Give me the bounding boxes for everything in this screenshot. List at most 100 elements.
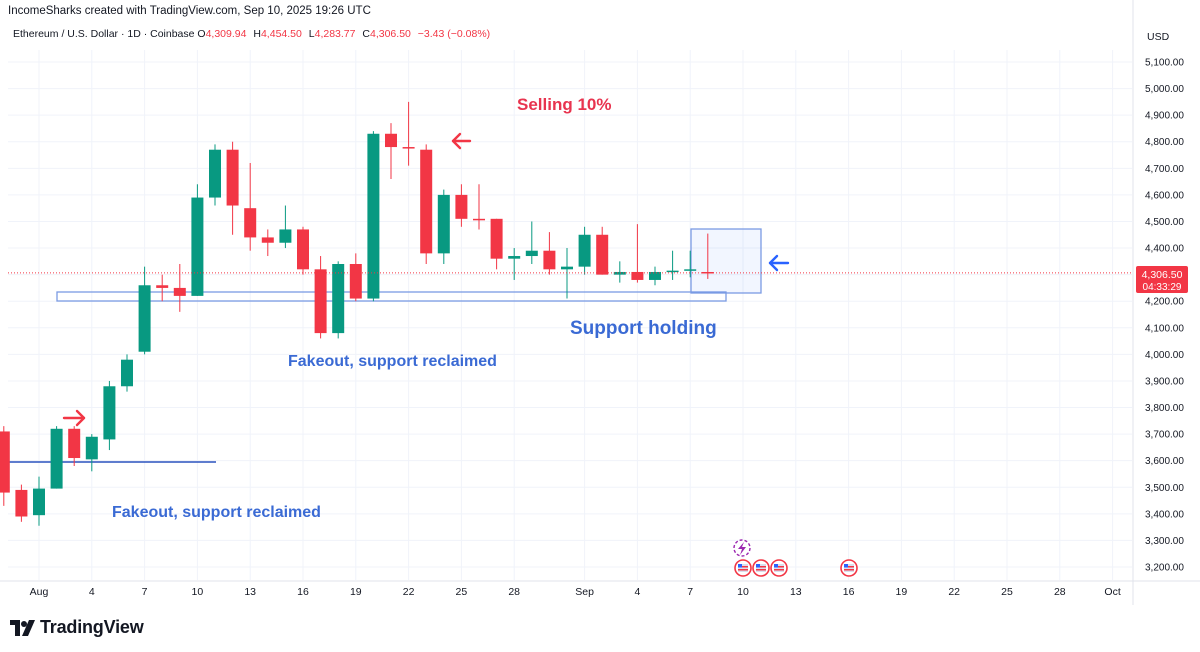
- candle[interactable]: [191, 184, 204, 296]
- high-label: H: [253, 28, 261, 40]
- x-tick-label: 28: [1054, 586, 1066, 598]
- close-label: C: [362, 28, 370, 40]
- x-tick-label: 4: [89, 586, 95, 598]
- support-zone-box: [56, 291, 727, 302]
- candle[interactable]: [279, 205, 292, 249]
- candle[interactable]: [455, 184, 468, 227]
- symbol-name[interactable]: Ethereum / U.S. Dollar · 1D · Coinbase: [13, 28, 195, 40]
- candle[interactable]: [85, 434, 98, 472]
- candle[interactable]: [367, 131, 380, 302]
- candle[interactable]: [244, 163, 257, 251]
- candle[interactable]: [314, 256, 327, 339]
- candle[interactable]: [525, 221, 538, 264]
- us-flag-icon[interactable]: [770, 559, 788, 577]
- us-flag-icon[interactable]: [752, 559, 770, 577]
- x-tick-label: 13: [790, 586, 802, 598]
- candle[interactable]: [666, 250, 679, 280]
- candle[interactable]: [402, 101, 415, 166]
- x-tick-label: 25: [1001, 586, 1013, 598]
- candle[interactable]: [68, 426, 81, 466]
- candle[interactable]: [173, 264, 186, 312]
- candle[interactable]: [508, 248, 521, 280]
- candle[interactable]: [631, 224, 644, 283]
- y-tick-label: 4,000.00: [1145, 350, 1184, 361]
- tradingview-logo[interactable]: TradingView: [10, 617, 144, 638]
- x-tick-label: Sep: [575, 586, 594, 598]
- us-flag-icon[interactable]: [734, 559, 752, 577]
- y-tick-label: 3,800.00: [1145, 403, 1184, 414]
- x-tick-label: 19: [896, 586, 908, 598]
- candle[interactable]: [332, 261, 345, 339]
- open-label: O: [197, 28, 206, 40]
- candle-body: [279, 229, 292, 243]
- low-value: 4,283.77: [314, 28, 356, 40]
- candle-body: [561, 266, 573, 270]
- candle-body: [525, 250, 538, 257]
- candle-body: [349, 264, 362, 299]
- annotation-fakeout-bottom: Fakeout, support reclaimed: [112, 504, 321, 521]
- x-tick-label: 25: [456, 586, 468, 598]
- y-tick-label: 3,200.00: [1145, 563, 1184, 574]
- candle[interactable]: [103, 380, 116, 451]
- candle-body: [367, 133, 380, 299]
- candle-body: [85, 436, 98, 460]
- x-tick-label: 10: [737, 586, 749, 598]
- candle[interactable]: [0, 426, 10, 506]
- y-tick-label: 5,000.00: [1145, 84, 1184, 95]
- tradingview-logo-text: TradingView: [40, 617, 144, 637]
- candle-body: [33, 488, 45, 516]
- change-value: −3.43 (−0.08%): [417, 28, 491, 40]
- current-price-tag: 4,306.50 04:33:29: [1136, 266, 1188, 293]
- x-tick-label: 16: [297, 586, 309, 598]
- us-flag-icon[interactable]: [840, 559, 858, 577]
- annotation-selling: Selling 10%: [517, 95, 611, 114]
- candle-body: [420, 149, 433, 254]
- lightning-icon[interactable]: [733, 539, 751, 557]
- candle[interactable]: [473, 184, 485, 230]
- candle-body: [613, 271, 626, 275]
- candle-body: [631, 271, 644, 280]
- candle[interactable]: [684, 250, 697, 278]
- x-tick-label: 4: [634, 586, 640, 598]
- candle-body: [244, 208, 257, 238]
- candle[interactable]: [543, 232, 556, 275]
- candle-body: [138, 285, 151, 352]
- candle[interactable]: [138, 266, 151, 355]
- candle-body: [297, 229, 309, 270]
- candle-body: [209, 149, 221, 198]
- candle[interactable]: [50, 426, 63, 489]
- candle[interactable]: [121, 354, 133, 392]
- candle-body: [578, 234, 591, 267]
- candle-body: [684, 269, 697, 271]
- candle[interactable]: [156, 274, 169, 302]
- candle[interactable]: [15, 484, 28, 522]
- y-tick-label: 4,700.00: [1145, 164, 1184, 175]
- candle[interactable]: [226, 141, 239, 235]
- candle[interactable]: [613, 261, 626, 283]
- candle-body: [473, 218, 485, 221]
- candle-body: [226, 149, 239, 206]
- x-tick-label: 16: [843, 586, 855, 598]
- y-tick-label: 3,500.00: [1145, 483, 1184, 494]
- candle[interactable]: [490, 218, 503, 270]
- candle[interactable]: [578, 226, 591, 275]
- candle-body: [455, 194, 468, 219]
- x-tick-label: 22: [403, 586, 415, 598]
- candle[interactable]: [261, 229, 274, 257]
- chart-credit: IncomeSharks created with TradingView.co…: [8, 5, 371, 17]
- candle[interactable]: [209, 144, 221, 206]
- candle[interactable]: [349, 253, 362, 302]
- candle[interactable]: [33, 476, 45, 526]
- x-tick-label: 10: [192, 586, 204, 598]
- candle[interactable]: [385, 123, 397, 179]
- y-tick-label: 4,400.00: [1145, 244, 1184, 255]
- y-tick-label: 3,300.00: [1145, 536, 1184, 547]
- candle[interactable]: [649, 266, 661, 286]
- candle[interactable]: [297, 226, 309, 275]
- symbol-legend: Ethereum / U.S. Dollar · 1D · Coinbase O…: [13, 28, 494, 40]
- y-tick-label: 3,700.00: [1145, 430, 1184, 441]
- candle[interactable]: [437, 189, 450, 264]
- candle[interactable]: [420, 144, 433, 264]
- candle[interactable]: [596, 226, 609, 275]
